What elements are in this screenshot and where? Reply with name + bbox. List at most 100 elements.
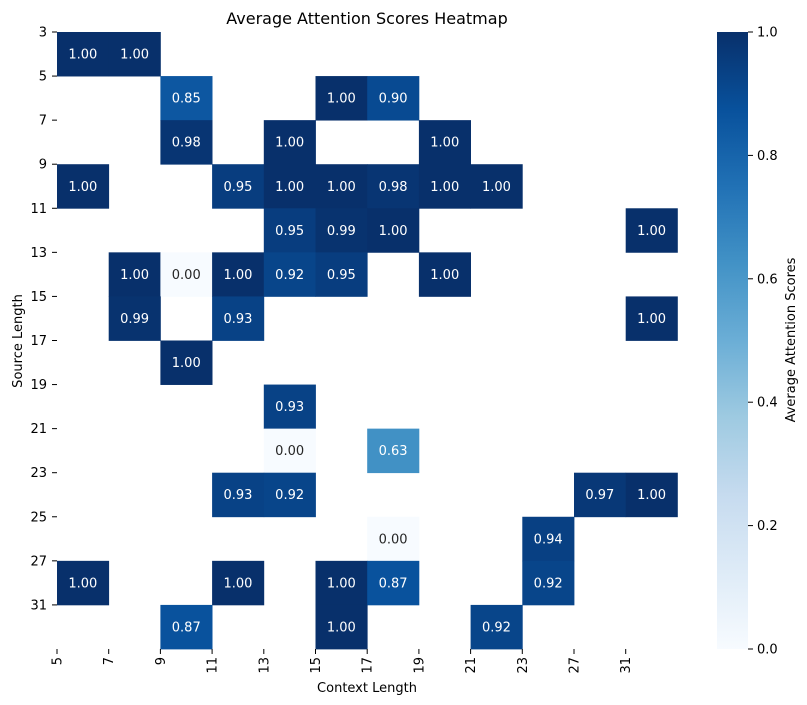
cell-value-label: 0.00 [275,444,304,459]
heatmap-cell [315,76,368,121]
y-tick-label: 27 [30,554,47,569]
heatmap-cell [625,296,678,341]
heatmap-cell [57,32,110,77]
y-axis-label: Source Length [11,294,26,388]
heatmap-cell [574,472,627,518]
cell-value-label: 0.93 [223,488,252,503]
heatmap-cell [160,76,213,121]
heatmap-cell [367,208,420,253]
heatmap-cell [108,252,161,297]
heatmap-cell [315,164,368,209]
x-tick-label: 9 [154,657,169,665]
colorbar-ticks: 0.0 0.2 0.4 0.6 0.8 1.0 [748,26,778,658]
heatmap-cell [160,604,213,650]
cell-value-label: 1.00 [327,620,356,635]
cell-value-label: 0.98 [379,180,408,195]
y-tick-label: 23 [30,466,47,481]
heatmap-cell-labels: 1.00 1.00 0.85 1.00 0.90 0.98 1.00 1.00 1.00 0.95… [68,48,666,636]
cell-value-label: 1.00 [275,136,304,151]
cell-value-label: 0.95 [275,224,304,239]
x-tick-label: 21 [464,657,479,674]
cell-value-label: 0.94 [534,532,563,547]
cell-value-label: 0.87 [172,620,201,635]
cell-value-label: 0.99 [327,224,356,239]
y-tick-label: 31 [30,598,47,613]
cell-value-label: 1.00 [637,312,666,327]
y-axis-ticks: 3 5 7 9 11 13 15 17 19 21 23 25 27 31 [30,26,57,613]
heatmap-cell [470,164,523,209]
heatmap-cell [57,560,110,606]
heatmap-cell [263,208,316,253]
y-tick-label: 13 [30,246,47,261]
chart-title: Average Attention Scores Heatmap [226,9,507,28]
x-tick-label: 15 [309,657,324,674]
colorbar-tick-label: 0.8 [757,149,778,164]
cell-value-label: 0.93 [275,400,304,415]
x-axis-ticks: 5 7 9 11 13 15 17 19 21 23 27 31 [51,648,634,674]
colorbar-tick-label: 0.0 [757,643,778,658]
heatmap-cell [367,560,420,606]
heatmap-cell [212,560,265,606]
heatmap-cell [263,252,316,297]
heatmap-cell [625,472,678,518]
heatmap-cell [160,120,213,165]
cell-value-label: 0.98 [172,136,201,151]
heatmap-cell [212,296,265,341]
x-tick-label: 19 [412,657,427,674]
cell-value-label: 0.92 [275,268,304,283]
cell-value-label: 1.00 [430,136,459,151]
colorbar-tick-label: 0.4 [757,396,778,411]
heatmap-cell [263,120,316,165]
cell-value-label: 0.92 [275,488,304,503]
cell-value-label: 1.00 [430,268,459,283]
y-tick-label: 15 [30,290,47,305]
x-tick-label: 7 [102,657,117,665]
cell-value-label: 1.00 [275,180,304,195]
heatmap-cell [367,164,420,209]
heatmap-cell [212,164,265,209]
cell-value-label: 0.92 [482,620,511,635]
cell-value-label: 1.00 [223,576,252,591]
heatmap-cell [315,208,368,253]
x-axis-label: Context Length [317,681,417,696]
cell-value-label: 1.00 [327,180,356,195]
cell-value-label: 1.00 [172,356,201,371]
cell-value-label: 1.00 [430,180,459,195]
cell-value-label: 0.63 [379,444,408,459]
cell-value-label: 0.90 [379,92,408,107]
y-tick-label: 25 [30,510,47,525]
heatmap-cell [522,560,575,606]
heatmap-cell [212,472,265,518]
cell-value-label: 1.00 [223,268,252,283]
cell-value-label: 0.87 [379,576,408,591]
cell-value-label: 1.00 [379,224,408,239]
cell-value-label: 0.99 [120,312,149,327]
heatmap-cell [263,428,316,474]
cell-value-label: 0.00 [172,268,201,283]
y-tick-label: 11 [30,202,47,217]
heatmap-cell [418,252,471,297]
cell-value-label: 0.00 [379,532,408,547]
cell-value-label: 0.95 [327,268,356,283]
cell-value-label: 0.95 [223,180,252,195]
y-tick-label: 19 [30,378,47,393]
x-tick-label: 23 [516,657,531,674]
cell-value-label: 1.00 [637,224,666,239]
cell-value-label: 1.00 [327,92,356,107]
heatmap-cell [367,516,420,562]
cell-value-label: 1.00 [68,48,97,63]
heatmap-cell [367,76,420,121]
heatmap-cell [212,252,265,297]
heatmap-cell [315,604,368,650]
cell-value-label: 1.00 [120,48,149,63]
heatmap-cell [160,340,213,385]
heatmap-cell [315,560,368,606]
heatmap-cell [108,296,161,341]
y-tick-label: 17 [30,334,47,349]
cell-value-label: 0.93 [223,312,252,327]
x-tick-label: 27 [568,657,583,674]
x-tick-label: 5 [51,657,66,665]
cell-value-label: 1.00 [637,488,666,503]
cell-value-label: 0.85 [172,92,201,107]
y-tick-label: 9 [39,158,47,173]
